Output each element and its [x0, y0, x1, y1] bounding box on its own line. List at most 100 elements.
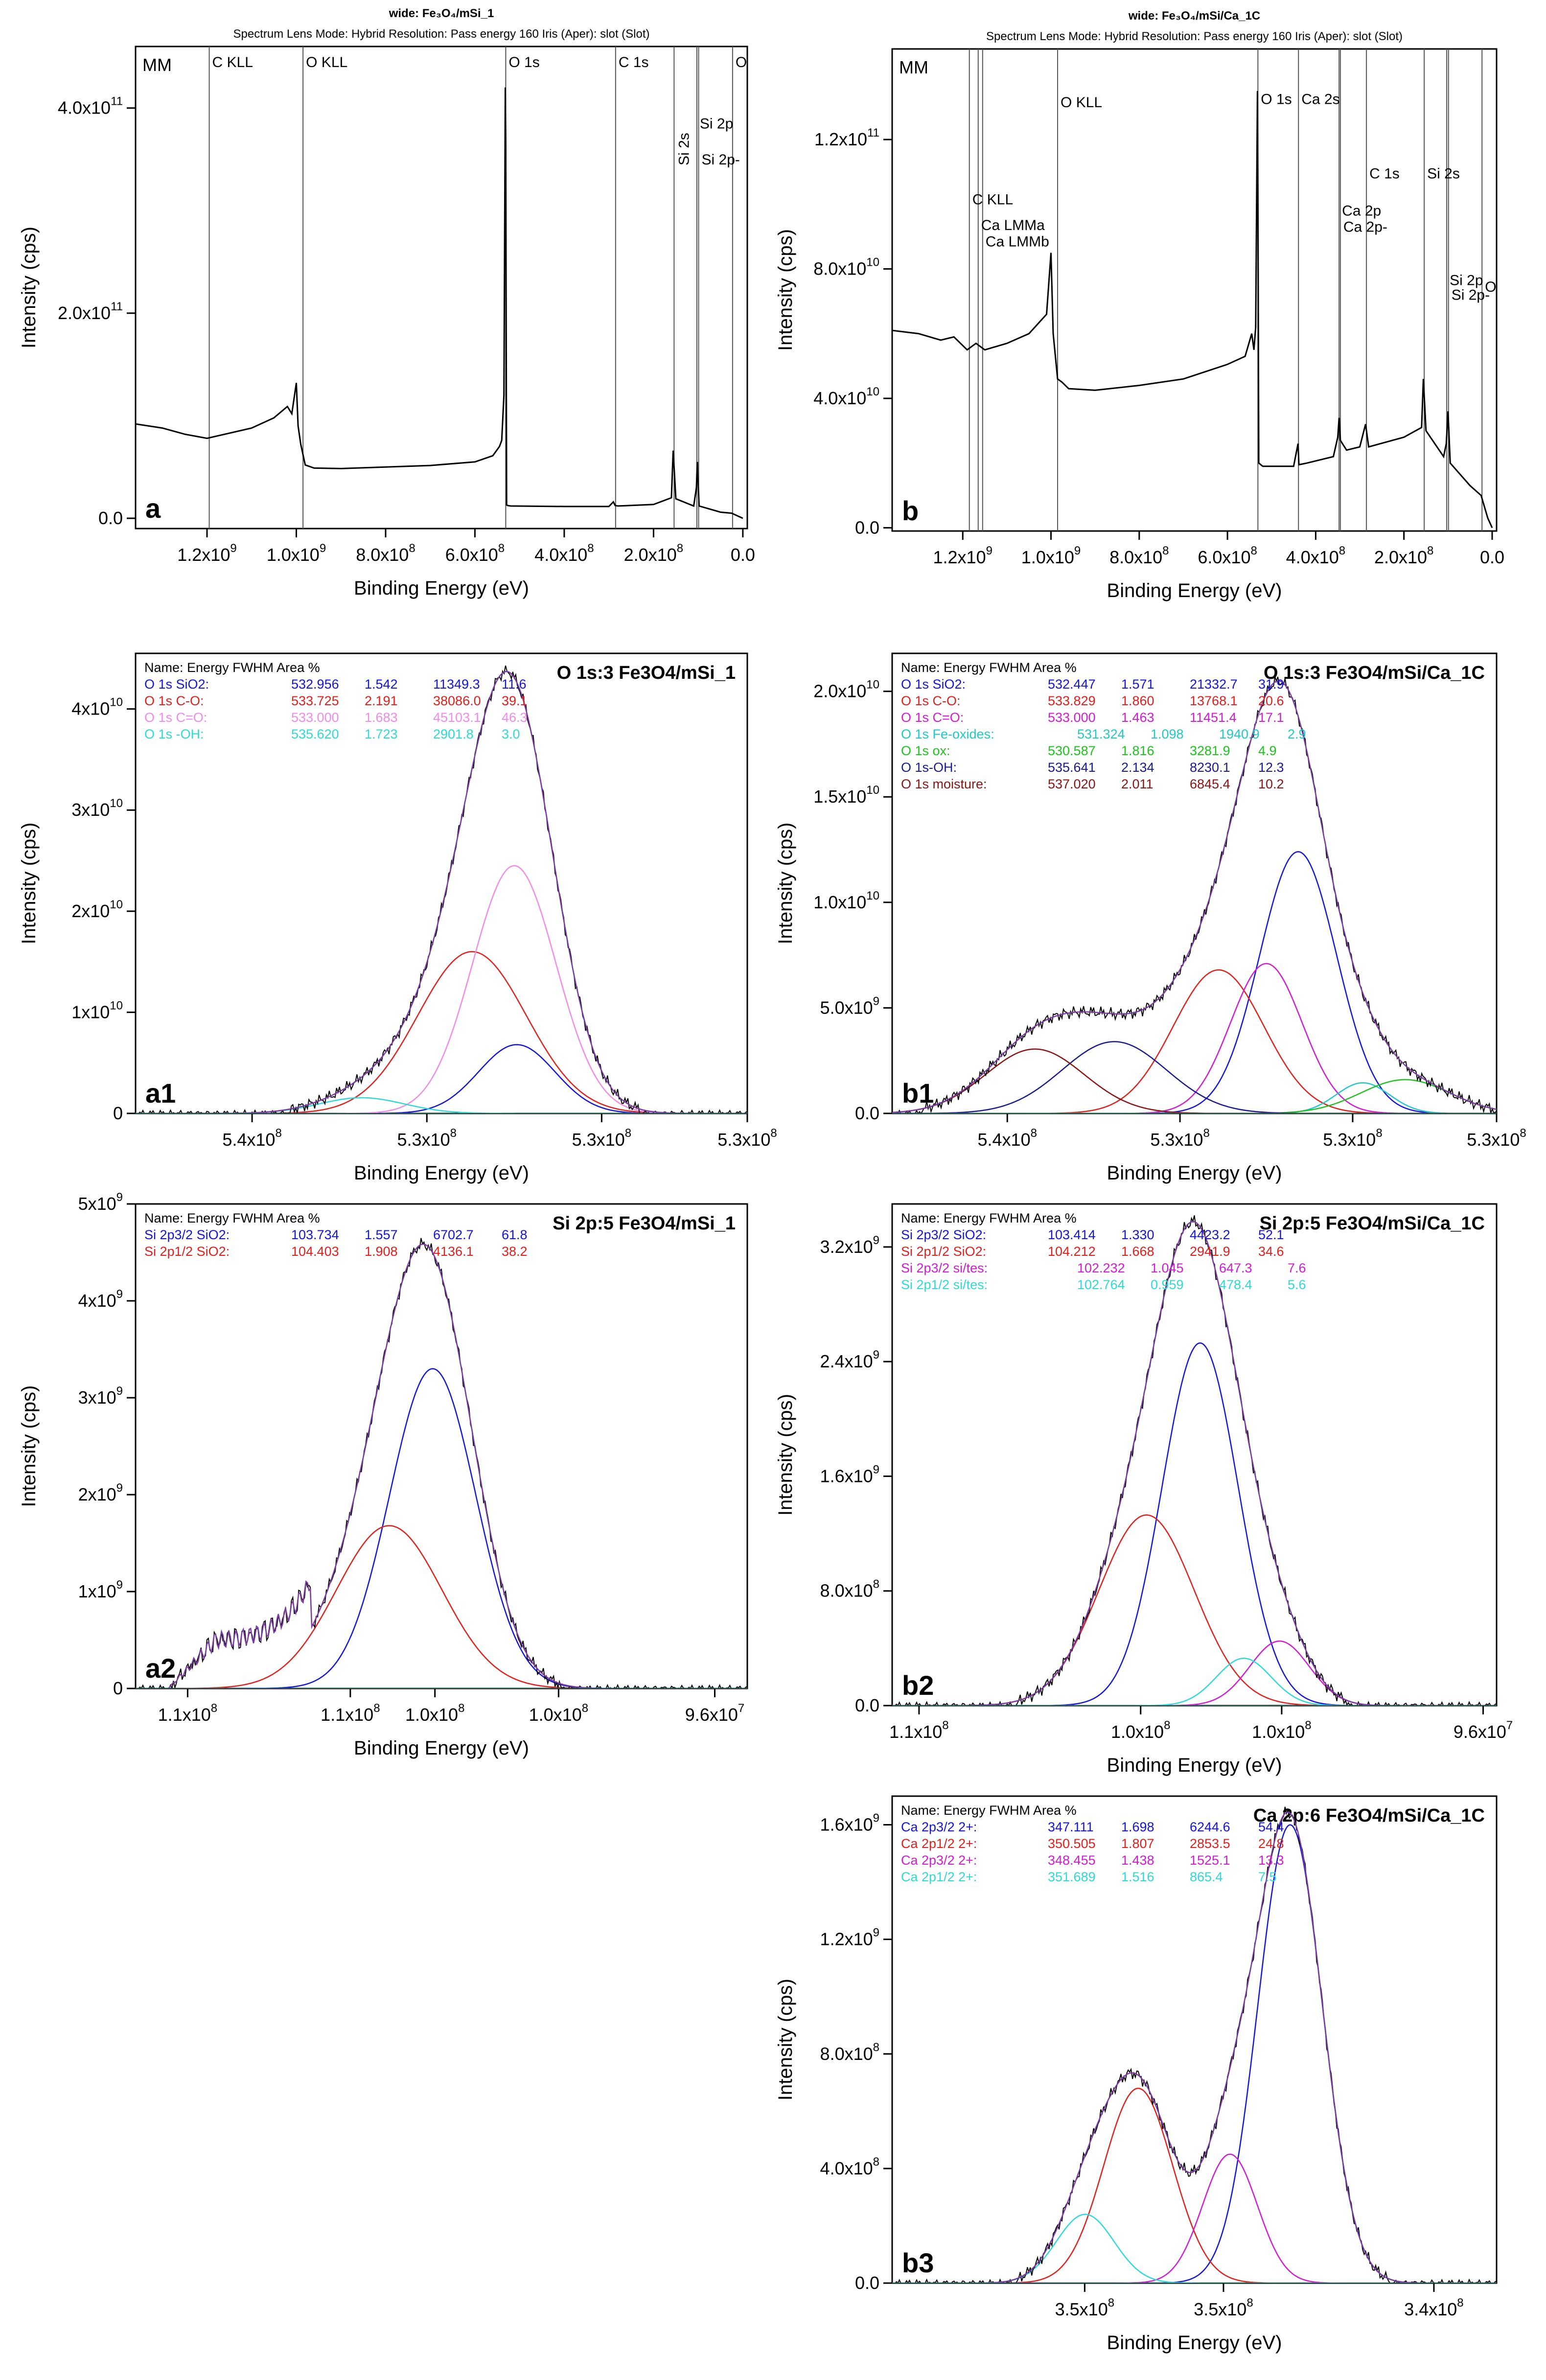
- legend-row: O 1s C-O: 533.725 2.191 38086.0 39.1: [144, 693, 528, 708]
- panel-b1: O 1s:3 Fe3O4/mSi/Ca_1C 0.0 5.0x109 1.0x1010…: [775, 652, 1526, 1184]
- legend-name: O 1s C-O:: [144, 693, 204, 708]
- survey-subtitle: Spectrum Lens Mode: Hybrid Resolution: P…: [233, 27, 649, 41]
- measured-spectrum-line: [892, 676, 1497, 1113]
- legend-area: 8230.1: [1190, 760, 1230, 775]
- x-tick-label: 9.6x107: [685, 1702, 744, 1725]
- y-tick-label: 4.0x1010: [813, 385, 879, 408]
- x-tick-label: 8.0x108: [1109, 544, 1169, 567]
- legend-row: O 1s SiO2: 532.447 1.571 21332.7 31.9: [901, 677, 1284, 692]
- legend-pct: 3.0: [502, 727, 520, 741]
- legend-name: Si 2p1/2 si/tes:: [901, 1277, 988, 1292]
- survey-spectrum-line: [136, 87, 743, 519]
- component-peak-line: [892, 1041, 1497, 1113]
- peak-marker-label: O KLL: [1061, 94, 1102, 111]
- y-tick-label: 1.0x1010: [813, 889, 879, 912]
- legend-row: Si 2p3/2 SiO2: 103.414 1.330 4423.2 52.1: [901, 1227, 1284, 1242]
- legend-pct: 54.4: [1258, 1820, 1284, 1834]
- legend-pct: 39.1: [502, 693, 528, 708]
- data-area: [136, 1238, 747, 1688]
- y-axis-label: Intensity (cps): [18, 1386, 40, 1507]
- legend-area: 6845.4: [1190, 777, 1230, 791]
- x-tick-label: 0.0: [1480, 547, 1504, 567]
- legend-area: 21332.7: [1190, 677, 1238, 692]
- component-peak-line: [136, 1368, 747, 1688]
- x-tick-label: 1.2x109: [933, 544, 992, 567]
- legend-pct: 2.9: [1288, 727, 1306, 741]
- legend-fwhm: 1.438: [1121, 1853, 1154, 1868]
- legend-name: Si 2p3/2 SiO2:: [144, 1227, 230, 1242]
- y-tick-label: 0.0: [98, 508, 123, 528]
- legend-area: 11451.4: [1190, 710, 1237, 725]
- legend-row: Ca 2p3/2 2+: 348.455 1.438 1525.1 13.3: [901, 1853, 1284, 1868]
- legend-energy: 531.324: [1077, 727, 1125, 741]
- legend-row: O 1s Fe-oxides: 531.324 1.098 1940.9 2.9: [901, 727, 1306, 741]
- component-peak-line: [892, 1079, 1497, 1113]
- data-area: [136, 665, 747, 1113]
- component-peak-line: [892, 1048, 1497, 1113]
- panel-a: wide: Fe₃O₄/mSi_1 Spectrum Lens Mode: Hyb…: [18, 7, 755, 599]
- plot-frame: [135, 46, 748, 530]
- legend-area: 6702.7: [433, 1227, 474, 1242]
- legend-pct: 12.3: [1258, 760, 1284, 775]
- legend-name: O 1s moisture:: [901, 777, 987, 791]
- legend-fwhm: 1.330: [1121, 1227, 1154, 1242]
- x-tick-label: 5.3x108: [717, 1127, 777, 1150]
- legend-energy: 535.620: [291, 727, 339, 741]
- legend-name: Ca 2p1/2 2+:: [901, 1836, 977, 1851]
- legend-row: Si 2p3/2 si/tes: 102.232 1.045 647.3 7.6: [901, 1261, 1306, 1275]
- panel-label: b: [902, 495, 919, 526]
- y-tick-label: 3.2x109: [820, 1234, 879, 1257]
- y-tick-label: 2.0x1010: [813, 678, 879, 701]
- y-tick-label: 1x1010: [71, 999, 123, 1022]
- peak-marker-label: O: [1485, 279, 1496, 295]
- legend-area: 3281.9: [1190, 743, 1230, 758]
- x-tick-label: 5.4x108: [222, 1127, 281, 1150]
- survey-subtitle: Spectrum Lens Mode: Hybrid Resolution: P…: [986, 30, 1403, 43]
- legend-energy: 533.725: [291, 693, 339, 708]
- peak-marker-label: Ca LMMa: [981, 217, 1045, 233]
- y-tick-label: 0.0: [855, 1695, 879, 1715]
- legend-row: O 1s C=O: 533.000 1.683 45103.1 46.3: [144, 710, 528, 725]
- legend-fwhm: 1.571: [1121, 677, 1154, 692]
- legend-fwhm: 2.134: [1121, 760, 1154, 775]
- y-tick-label: 5x109: [78, 1191, 123, 1214]
- legend-energy: 103.414: [1048, 1227, 1096, 1242]
- legend-energy: 532.447: [1048, 677, 1096, 692]
- legend-area: 1525.1: [1190, 1853, 1230, 1868]
- measured-spectrum-line: [136, 1238, 747, 1688]
- legend-fwhm: 0.959: [1151, 1277, 1184, 1292]
- y-tick-label: 1x109: [78, 1578, 123, 1601]
- data-area: [892, 1215, 1497, 1706]
- y-tick-label: 1.6x109: [820, 1463, 879, 1486]
- x-tick-label: 0.0: [731, 545, 755, 565]
- x-tick-label: 5.3x108: [572, 1127, 631, 1150]
- component-peak-line: [136, 1525, 747, 1688]
- legend-fwhm: 1.860: [1121, 693, 1154, 708]
- legend-name: O 1s C=O:: [901, 710, 964, 725]
- legend-fwhm: 1.463: [1121, 710, 1154, 725]
- y-tick-label: 1.6x109: [820, 1812, 879, 1835]
- legend-area: 11349.3: [433, 677, 480, 692]
- panel-label: b2: [902, 1670, 934, 1701]
- y-tick-label: 1.2x109: [820, 1926, 879, 1949]
- component-peak-line: [136, 1044, 747, 1113]
- x-tick-label: 1.1x108: [158, 1702, 217, 1725]
- legend-pct: 5.6: [1288, 1277, 1306, 1292]
- survey-title: wide: Fe₃O₄/mSi_1: [389, 7, 494, 20]
- legend-area: 647.3: [1219, 1261, 1252, 1275]
- peak-marker-label: Si 2p-: [702, 152, 740, 168]
- x-axis-label: Binding Energy (eV): [354, 1737, 529, 1759]
- panel-title: O 1s:3 Fe3O4/mSi_1: [557, 663, 736, 683]
- legend-pct: 10.2: [1258, 777, 1284, 791]
- legend-pct: 4.9: [1258, 743, 1277, 758]
- y-tick-label: 2x1010: [71, 898, 123, 921]
- panel-label: b1: [902, 1078, 934, 1109]
- x-tick-label: 5.4x108: [978, 1127, 1037, 1150]
- x-tick-label: 1.0x109: [1021, 544, 1081, 567]
- legend-pct: 34.6: [1258, 1244, 1284, 1259]
- legend-energy: 533.829: [1048, 693, 1096, 708]
- corner-label: MM: [142, 55, 172, 75]
- fit-envelope-line: [892, 680, 1497, 1113]
- panel-b: wide: Fe₃O₄/mSi/Ca_1C Spectrum Lens Mode:…: [775, 9, 1504, 601]
- x-tick-label: 6.0x108: [1198, 544, 1257, 567]
